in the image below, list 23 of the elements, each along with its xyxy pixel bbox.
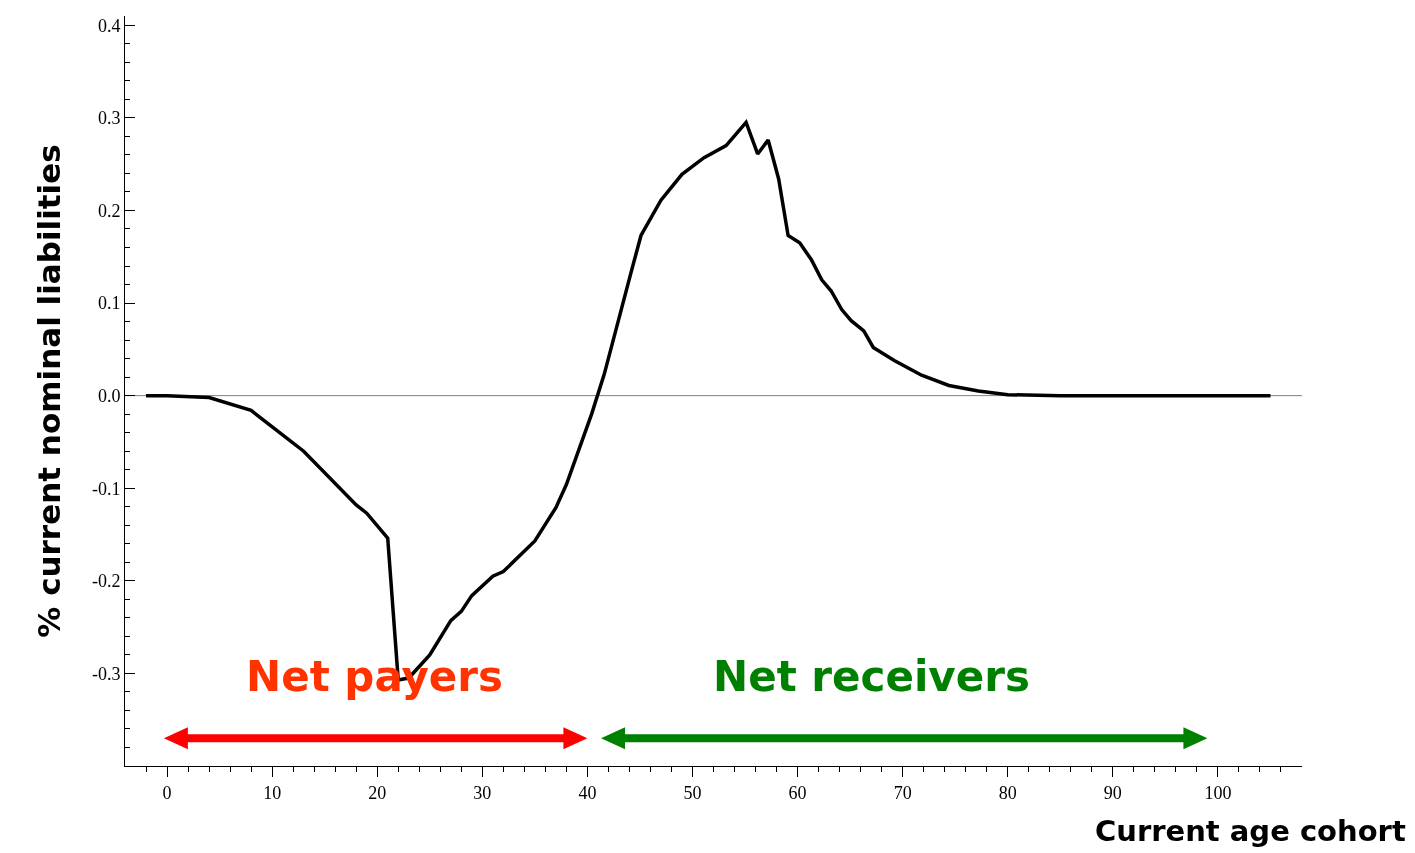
- x-tick-label: 80: [998, 782, 1017, 803]
- y-tick-label: -0.3: [91, 663, 121, 684]
- y-axis-title: % current nominal liabilities: [30, 144, 67, 638]
- y-tick-label: 0.2: [97, 200, 121, 221]
- y-tick-label: -0.1: [91, 478, 121, 499]
- x-tick-label: 100: [1204, 782, 1232, 803]
- x-tick-label: 10: [263, 782, 282, 803]
- y-tick-label: 0.3: [97, 108, 121, 129]
- y-tick-label: 0.4: [97, 15, 121, 36]
- x-tick-label: 60: [788, 782, 807, 803]
- x-tick-label: 0: [162, 782, 172, 803]
- annotation: Net receivers: [713, 652, 1030, 701]
- x-axis-title: Current age cohort: [1095, 814, 1406, 848]
- y-tick-label: -0.2: [91, 571, 121, 592]
- x-tick-label: 50: [683, 782, 702, 803]
- x-tick-label: 90: [1103, 782, 1122, 803]
- x-tick-label: 20: [368, 782, 387, 803]
- y-tick-label: 0.1: [97, 293, 121, 314]
- x-tick-label: 40: [578, 782, 597, 803]
- annotation: Net payers: [246, 652, 504, 701]
- x-tick-label: 70: [893, 782, 912, 803]
- y-tick-label: 0.0: [97, 385, 121, 406]
- x-tick-label: 30: [473, 782, 492, 803]
